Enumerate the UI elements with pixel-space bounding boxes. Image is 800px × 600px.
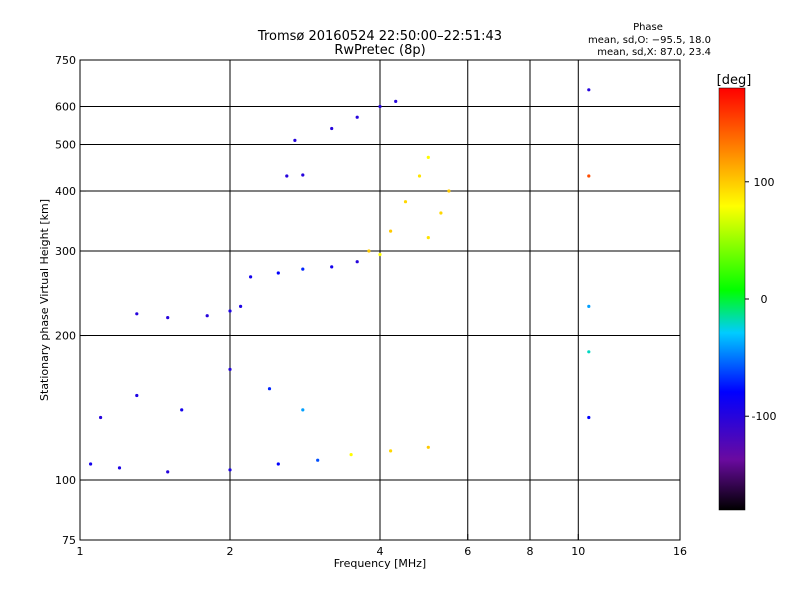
data-point <box>228 309 232 313</box>
data-point <box>439 211 443 215</box>
data-traces <box>89 88 591 474</box>
axis-ticks: 1 2 4 6 8 10 16 75 100 200 300 400 500 600 750 <box>55 54 687 558</box>
data-point <box>367 249 371 253</box>
chart-title: Tromsø 20160524 22:50:00–22:51:43 <box>257 29 502 44</box>
data-point <box>267 387 272 391</box>
data-point <box>117 466 122 470</box>
data-point <box>426 445 430 449</box>
data-point <box>89 462 93 466</box>
data-point <box>180 408 184 412</box>
data-point <box>330 126 334 131</box>
grid-lines <box>80 60 680 540</box>
colorbar-ticks: 100 0 -100 <box>745 176 776 423</box>
data-point <box>285 174 289 178</box>
colorbar-tick-label: -100 <box>752 410 777 423</box>
y-axis-label: Stationary phase Virtual Height [km] <box>38 199 51 401</box>
data-point <box>378 104 382 109</box>
data-point <box>355 260 359 264</box>
data-point <box>587 88 591 92</box>
data-point <box>166 316 170 320</box>
y-tick-label: 400 <box>55 185 76 198</box>
data-point <box>426 236 430 240</box>
data-point <box>330 265 334 269</box>
y-tick-label: 750 <box>55 54 76 67</box>
data-point <box>301 267 305 271</box>
x-tick-label: 6 <box>464 545 471 558</box>
data-point <box>135 393 139 398</box>
colorbar-label: [deg] <box>717 73 752 88</box>
data-point <box>447 189 451 193</box>
data-point <box>587 304 591 308</box>
colorbar-tick-label: 0 <box>761 293 768 306</box>
x-tick-label: 8 <box>527 545 534 558</box>
data-point <box>276 271 280 275</box>
y-tick-label: 500 <box>55 139 76 152</box>
data-point <box>426 155 430 159</box>
y-tick-label: 100 <box>55 474 76 487</box>
chart-subtitle: RwPretec (8p) <box>334 43 425 58</box>
data-point <box>228 367 232 371</box>
phase-stats-header: Phase <box>633 22 663 33</box>
data-point <box>301 173 305 177</box>
colorbar-tick-label: 100 <box>754 176 775 189</box>
phase-stats-o: mean, sd,O: −95.5, 18.0 <box>588 35 711 46</box>
data-point <box>355 115 359 119</box>
data-point <box>389 229 393 233</box>
data-point <box>316 458 320 462</box>
x-tick-label: 16 <box>673 545 687 558</box>
data-point <box>239 304 243 308</box>
y-tick-label: 600 <box>55 101 76 114</box>
colorbar-gradient <box>718 87 746 511</box>
x-axis-label: Frequency [MHz] <box>334 557 426 570</box>
data-point <box>587 174 591 178</box>
phase-stats-x: mean, sd,X: 87.0, 23.4 <box>597 47 711 58</box>
x-tick-label: 2 <box>227 545 234 558</box>
data-point <box>99 415 103 420</box>
data-point <box>587 350 591 354</box>
data-point <box>587 415 591 420</box>
x-tick-label: 10 <box>571 545 585 558</box>
data-point <box>249 275 253 279</box>
data-point <box>417 174 422 178</box>
data-point <box>205 314 209 318</box>
x-tick-label: 1 <box>77 545 84 558</box>
data-point <box>394 99 398 103</box>
y-tick-label: 200 <box>55 330 76 343</box>
data-point <box>301 408 305 412</box>
data-point <box>403 200 408 204</box>
data-point <box>349 453 353 457</box>
data-point <box>293 138 297 142</box>
data-point <box>135 312 139 316</box>
x-tick-label: 4 <box>377 545 384 558</box>
colorbar: [deg] 100 0 -100 <box>717 73 776 511</box>
data-point <box>276 462 280 466</box>
data-point <box>228 468 232 472</box>
data-point <box>389 449 393 453</box>
data-point <box>166 470 170 474</box>
y-tick-label: 75 <box>62 534 76 547</box>
y-tick-label: 300 <box>55 245 76 258</box>
data-point <box>378 252 382 257</box>
